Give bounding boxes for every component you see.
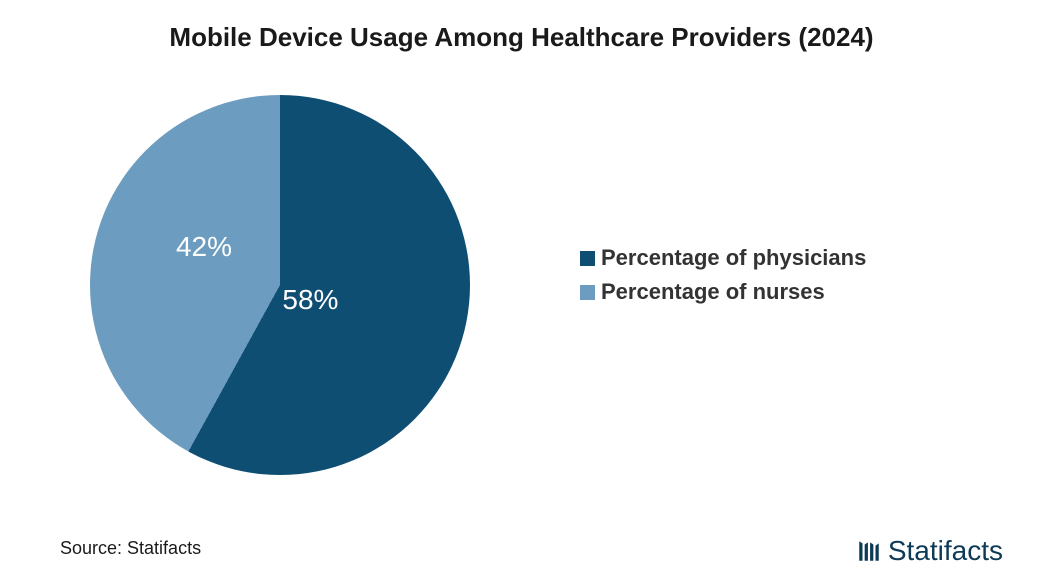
legend-item-physicians: Percentage of physicians	[580, 245, 866, 271]
legend-label: Percentage of nurses	[601, 279, 825, 305]
slice-label-nurses: 42%	[176, 231, 232, 263]
slice-label-physicians: 58%	[282, 284, 338, 316]
brand-name: Statifacts	[888, 535, 1003, 567]
pie-graphic	[90, 95, 470, 475]
legend-swatch-icon	[580, 285, 595, 300]
chart-title: Mobile Device Usage Among Healthcare Pro…	[0, 0, 1043, 53]
legend: Percentage of physicians Percentage of n…	[580, 245, 866, 313]
pie-chart: 58% 42%	[90, 95, 470, 475]
legend-item-nurses: Percentage of nurses	[580, 279, 866, 305]
source-attribution: Source: Statifacts	[60, 538, 201, 559]
legend-label: Percentage of physicians	[601, 245, 866, 271]
brand-logo: Statifacts	[856, 535, 1003, 567]
statifacts-icon	[856, 538, 882, 564]
legend-swatch-icon	[580, 251, 595, 266]
